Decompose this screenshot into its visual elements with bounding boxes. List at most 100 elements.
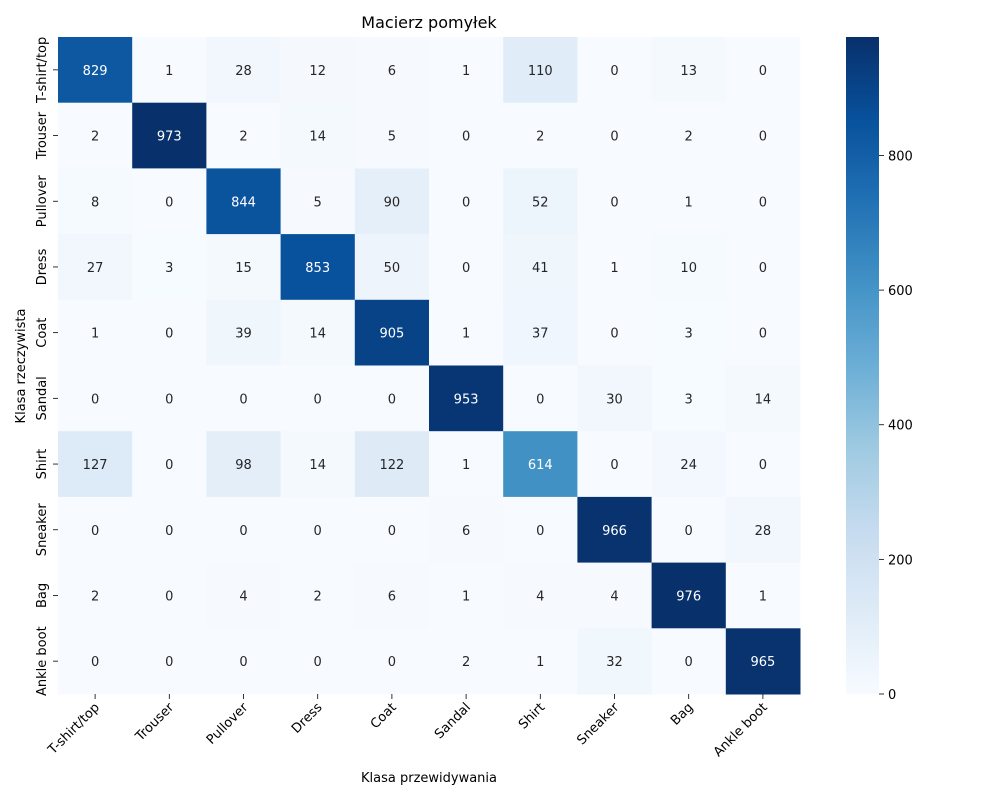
- heatmap-cell: [58, 168, 133, 235]
- cell-value-label: 37: [532, 327, 549, 342]
- cell-value-label: 1: [462, 327, 470, 342]
- x-tick-label: Pullover: [204, 700, 252, 748]
- heatmap-cell: [651, 628, 727, 695]
- cell-value-label: 52: [532, 195, 549, 210]
- heatmap-cell: [429, 299, 504, 366]
- cell-value-label: 844: [231, 195, 256, 210]
- cell-value-label: 0: [759, 195, 767, 210]
- cell-value-label: 0: [610, 195, 618, 210]
- heatmap-cell: [58, 102, 133, 169]
- heatmap-cell: [58, 431, 133, 498]
- cell-value-label: 3: [165, 261, 173, 276]
- y-tick-label: T-shirt/top: [35, 37, 50, 104]
- cell-value-label: 0: [759, 64, 767, 79]
- heatmap-cell: [577, 168, 653, 235]
- heatmap-cell: [725, 562, 801, 629]
- heatmap-cells: 829 1 28 12 6 1 110 0 13 02 973 2 14 5 0 2 0 2 08 0 844 5 90 0 5…: [58, 37, 801, 695]
- heatmap-cell: [58, 365, 133, 432]
- y-tick-label: Trouser: [35, 111, 50, 160]
- x-tick-label: Shirt: [516, 700, 548, 732]
- cell-value-label: 39: [235, 327, 252, 342]
- heatmap-cell: [503, 496, 578, 564]
- cell-value-label: 1: [759, 589, 767, 604]
- heatmap-cell: [503, 431, 578, 498]
- cell-value-label: 13: [680, 64, 697, 79]
- y-tick-label: Sneaker: [35, 503, 50, 557]
- heatmap-cell: [577, 37, 653, 104]
- heatmap-cell: [58, 628, 133, 695]
- heatmap-cell: [206, 234, 282, 301]
- cell-value-label: 0: [239, 524, 247, 539]
- cell-value-label: 953: [454, 392, 479, 407]
- heatmap-cell: [132, 496, 207, 564]
- colorbar-ticks: 0 200 400 600 800: [879, 149, 913, 703]
- heatmap-cell: [503, 299, 578, 366]
- heatmap-cell: [58, 562, 133, 629]
- heatmap-cell: [132, 628, 207, 695]
- x-tick-label: Coat: [368, 700, 400, 732]
- y-tick-label: Bag: [35, 583, 50, 608]
- y-axis-label: Klasa rzeczywista: [14, 309, 29, 424]
- heatmap-cell: [429, 562, 504, 629]
- heatmap-cell: [58, 299, 133, 366]
- cell-value-label: 2: [91, 130, 99, 145]
- heatmap-cell: [354, 168, 430, 235]
- cell-value-label: 10: [680, 261, 697, 276]
- y-tick-label: Ankle boot: [35, 626, 50, 696]
- cell-value-label: 6: [462, 524, 470, 539]
- heatmap-cell: [132, 234, 207, 301]
- heatmap-cell: [58, 496, 133, 564]
- cell-value-label: 122: [379, 458, 404, 473]
- heatmap-cell: [651, 102, 727, 169]
- cell-value-label: 0: [91, 524, 99, 539]
- heatmap-cell: [725, 234, 801, 301]
- cell-value-label: 905: [379, 327, 404, 342]
- cell-value-label: 1: [462, 458, 470, 473]
- heatmap-cell: [577, 431, 653, 498]
- heatmap-cell: [354, 562, 430, 629]
- cell-value-label: 2: [314, 589, 322, 604]
- cell-value-label: 973: [157, 130, 182, 145]
- heatmap-cell: [280, 628, 356, 695]
- cell-value-label: 30: [606, 392, 623, 407]
- cell-value-label: 90: [384, 195, 401, 210]
- heatmap-cell: [651, 37, 727, 104]
- heatmap-cell: [280, 496, 356, 564]
- x-tick-label: Sandal: [432, 700, 474, 742]
- cell-value-label: 127: [83, 458, 108, 473]
- heatmap-cell: [429, 234, 504, 301]
- cell-value-label: 14: [755, 392, 772, 407]
- heatmap-cell: [280, 431, 356, 498]
- colorbar-tick-label: 200: [888, 553, 913, 568]
- heatmap-cell: [280, 365, 356, 432]
- x-axis-ticks: T-shirt/top Trouser Pullover Dress Coat Sanda…: [45, 694, 771, 760]
- y-tick-label: Shirt: [35, 449, 50, 480]
- x-tick-label: Bag: [668, 700, 696, 728]
- cell-value-label: 0: [610, 64, 618, 79]
- cell-value-label: 0: [165, 392, 173, 407]
- heatmap-cell: [725, 37, 801, 104]
- heatmap-cell: [354, 431, 430, 498]
- heatmap-cell: [206, 299, 282, 366]
- heatmap-cell: [429, 102, 504, 169]
- heatmap-cell: [725, 628, 801, 695]
- cell-value-label: 0: [462, 195, 470, 210]
- heatmap-cell: [503, 365, 578, 432]
- heatmap-cell: [429, 365, 504, 432]
- x-tick-label: Trouser: [132, 700, 177, 745]
- heatmap-cell: [429, 168, 504, 235]
- heatmap-cell: [132, 299, 207, 366]
- cell-value-label: 0: [388, 524, 396, 539]
- heatmap-cell: [651, 365, 727, 432]
- cell-value-label: 0: [759, 130, 767, 145]
- cell-value-label: 0: [165, 327, 173, 342]
- cell-value-label: 0: [165, 655, 173, 670]
- cell-value-label: 5: [314, 195, 322, 210]
- cell-value-label: 0: [91, 655, 99, 670]
- cell-value-label: 14: [309, 458, 326, 473]
- cell-value-label: 1: [91, 327, 99, 342]
- heatmap-cell: [725, 168, 801, 235]
- y-tick-label: Dress: [35, 248, 50, 285]
- heatmap-cell: [132, 102, 207, 169]
